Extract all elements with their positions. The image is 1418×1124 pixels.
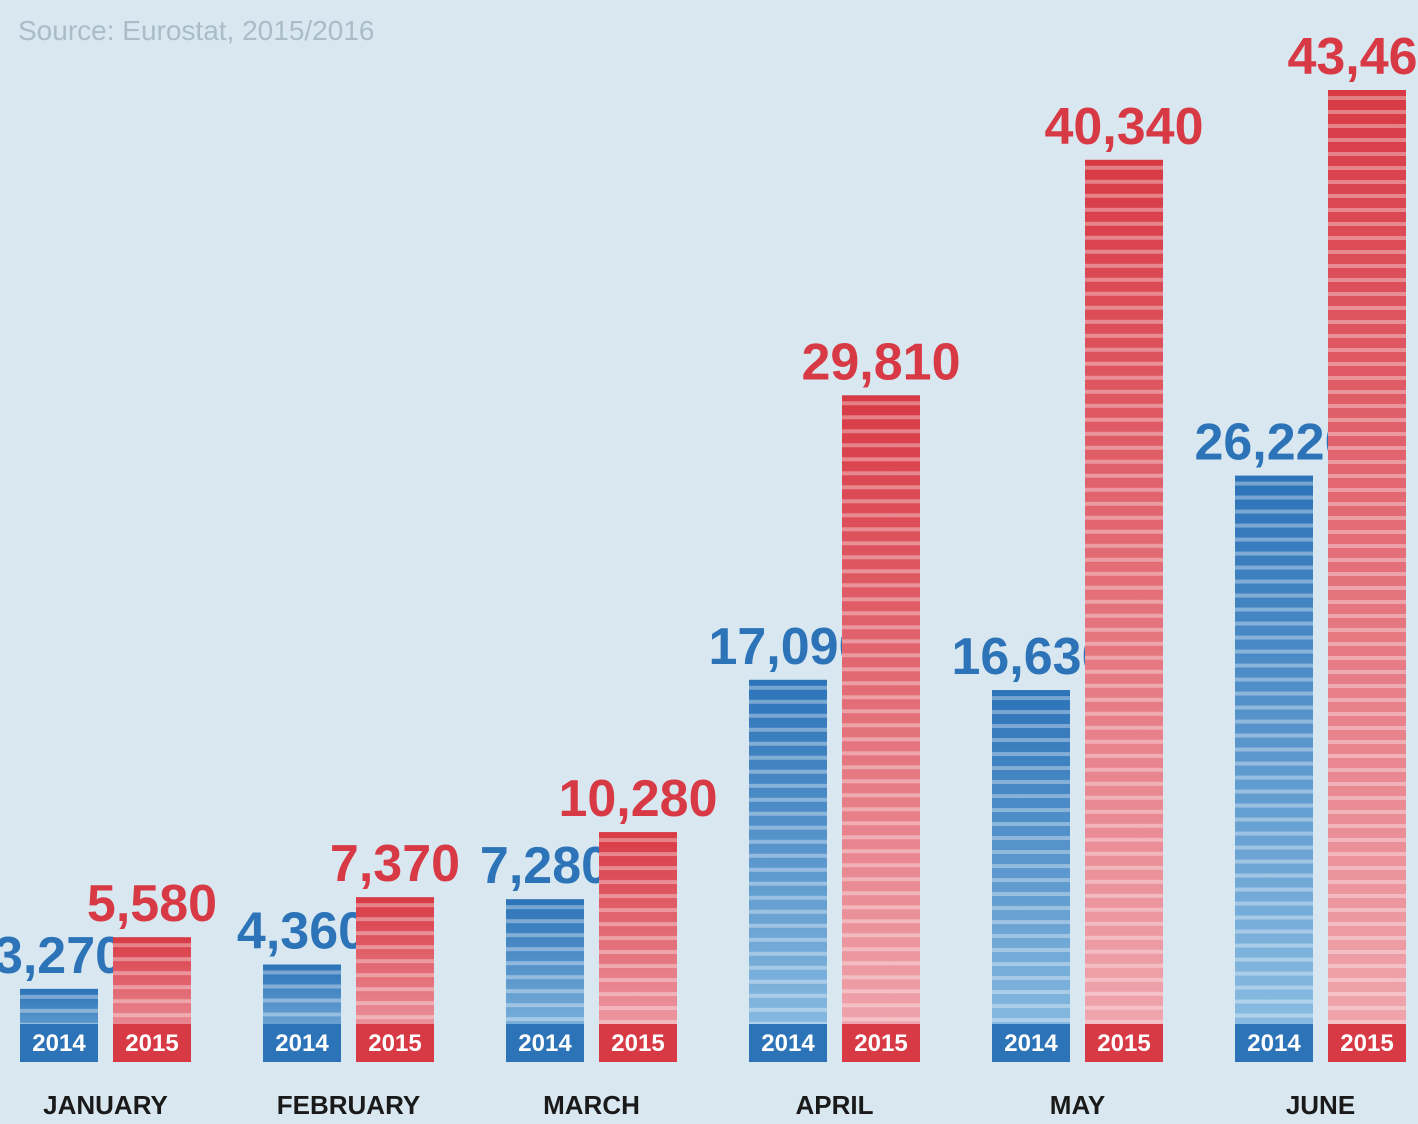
value-label-2014-april: 17,090 [708, 618, 867, 676]
value-label-2015-january: 5,580 [87, 875, 217, 933]
year-band-2014 [263, 1024, 341, 1062]
value-label-2014-february: 4,360 [237, 902, 367, 960]
year-band-2014 [506, 1024, 584, 1062]
year-label: 2015 [854, 1030, 907, 1057]
year-band-2015 [113, 1024, 191, 1062]
year-label: 2014 [275, 1030, 329, 1057]
category-label-may: MAY [1050, 1090, 1105, 1120]
bar-2015-june [1328, 90, 1406, 1062]
year-label: 2015 [125, 1030, 178, 1057]
bar-stripes [599, 838, 677, 1025]
category-label-june: JUNE [1286, 1090, 1355, 1120]
value-label-2015-may: 40,340 [1044, 98, 1203, 156]
year-band-2015 [599, 1024, 677, 1062]
year-label: 2015 [1097, 1030, 1150, 1057]
bar-stripes [842, 401, 920, 1022]
year-label: 2014 [761, 1030, 815, 1057]
value-label-2015-june: 43,460 [1287, 28, 1418, 86]
value-label-2014-january: 3,270 [0, 927, 124, 985]
bar-2014-may [992, 690, 1070, 1062]
value-label-2015-april: 29,810 [801, 333, 960, 391]
year-band-2015 [356, 1024, 434, 1062]
year-band-2014 [992, 1024, 1070, 1062]
bar-stripes [263, 970, 341, 1017]
value-label-2014-may: 16,630 [951, 628, 1110, 686]
category-label-april: APRIL [796, 1090, 874, 1120]
year-band-2015 [1328, 1024, 1406, 1062]
year-label: 2015 [1340, 1030, 1393, 1057]
year-band-2015 [1085, 1024, 1163, 1062]
bars-group: 2014 3,270 2015 5,580 JANUARY 2014 4,360 2015 7,… [0, 28, 1418, 1120]
value-label-2014-march: 7,280 [480, 837, 610, 895]
bar-2015-may [1085, 159, 1163, 1062]
year-label: 2014 [32, 1030, 86, 1057]
bar-2014-june [1235, 475, 1313, 1063]
year-band-2014 [20, 1024, 98, 1062]
bar-2015-march [599, 832, 677, 1062]
bar-stripes [1085, 165, 1163, 1024]
bar-stripes [1235, 481, 1313, 1018]
year-label: 2014 [1004, 1030, 1058, 1057]
bar-stripes [1328, 96, 1406, 1024]
category-label-march: MARCH [543, 1090, 640, 1120]
category-label-january: JANUARY [43, 1090, 168, 1120]
category-label-february: FEBRUARY [277, 1090, 420, 1120]
bar-stripes [992, 696, 1070, 1023]
bar-stripes [749, 685, 827, 1026]
source-note: Source: Eurostat, 2015/2016 [18, 15, 374, 46]
year-band-2014 [749, 1024, 827, 1062]
year-label: 2014 [518, 1030, 572, 1057]
bar-2015-april [842, 395, 920, 1063]
year-band-2015 [842, 1024, 920, 1062]
year-label: 2014 [1247, 1030, 1301, 1057]
value-label-2015-march: 10,280 [558, 770, 717, 828]
bar-stripes [113, 943, 191, 1018]
value-label-2014-june: 26,220 [1194, 414, 1353, 472]
year-label: 2015 [368, 1030, 421, 1057]
year-label: 2015 [611, 1030, 664, 1057]
bar-stripes [356, 903, 434, 1020]
value-label-2015-february: 7,370 [330, 835, 460, 893]
year-band-2014 [1235, 1024, 1313, 1062]
bar-stripes [506, 905, 584, 1022]
bar-2014-april [749, 679, 827, 1062]
